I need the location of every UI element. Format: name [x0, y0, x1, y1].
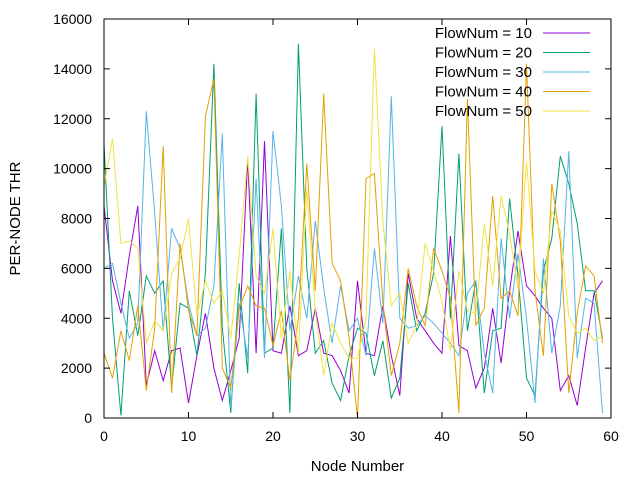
legend-label: FlowNum = 30	[435, 64, 532, 81]
y-axis-label: PER-NODE THR	[7, 161, 24, 275]
legend-label: FlowNum = 10	[435, 25, 532, 42]
legend-label: FlowNum = 50	[435, 103, 532, 120]
legend-label: FlowNum = 20	[435, 45, 532, 62]
x-tick-label: 50	[519, 428, 535, 444]
y-tick-label: 14000	[53, 61, 92, 77]
y-tick-label: 0	[84, 410, 92, 426]
series-line-1	[103, 141, 603, 406]
series-line-5	[103, 48, 603, 376]
x-tick-label: 10	[181, 428, 197, 444]
legend: FlowNum = 10 FlowNum = 20 FlowNum = 30 Flow…	[435, 25, 590, 120]
series-layer	[103, 43, 603, 419]
x-axis-label: Node Number	[311, 458, 404, 475]
y-tick-label: 12000	[53, 111, 92, 127]
x-tick-label: 0	[100, 428, 108, 444]
legend-label: FlowNum = 40	[435, 84, 532, 101]
x-tick-label: 60	[603, 428, 619, 444]
y-tick-label: 16000	[53, 11, 92, 27]
y-tick-label: 2000	[61, 360, 92, 376]
series-line-3	[103, 96, 603, 414]
y-tick-label: 8000	[61, 211, 92, 227]
x-tick-label: 30	[350, 428, 366, 444]
axis-ticks: 0 10 20 30 40 50 60 0 2000 4000 6000 8000 10000 12000…	[53, 11, 619, 444]
x-tick-label: 40	[434, 428, 450, 444]
series-line-2	[103, 43, 603, 416]
x-tick-label: 20	[265, 428, 281, 444]
y-tick-label: 10000	[53, 161, 92, 177]
y-tick-label: 6000	[61, 260, 92, 276]
y-tick-label: 4000	[61, 310, 92, 326]
